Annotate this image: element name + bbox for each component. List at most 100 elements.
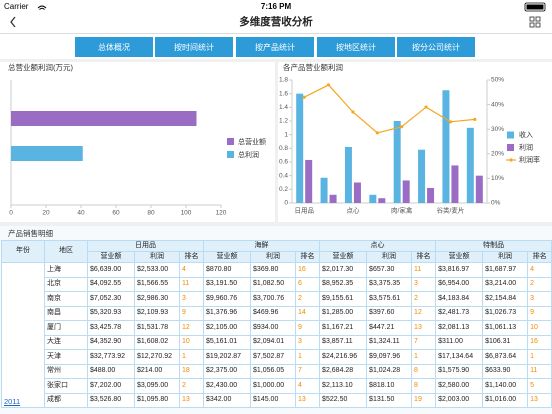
- value-cell: $1,082.50: [250, 276, 297, 292]
- value-cell: $818.10: [366, 378, 413, 394]
- column-header: 利润: [482, 251, 529, 263]
- legend-label: 总营业额: [238, 137, 266, 146]
- value-cell: $1,285.00: [319, 305, 368, 321]
- value-cell: $633.90: [482, 363, 529, 379]
- region-cell: 天津: [44, 349, 88, 365]
- wifi-icon: [37, 5, 47, 10]
- table-row: 2011 上海 $6,639.00 $2,533.00 4 $870.80 $369.80 1…: [1, 262, 552, 408]
- x-tick-label: 100: [181, 210, 192, 217]
- value-cell: $447.21: [366, 320, 413, 336]
- grid-menu[interactable]: [529, 16, 541, 28]
- value-cell: $24,216.96: [319, 349, 368, 365]
- battery: [524, 2, 546, 12]
- value-cell: $2,105.00: [203, 320, 252, 336]
- column-header: 利润: [250, 251, 297, 263]
- bar: [378, 198, 386, 203]
- y2-tick-label: 10%: [491, 175, 504, 182]
- column-header: 排名: [295, 251, 321, 263]
- value-cell: $2,481.73: [435, 305, 484, 321]
- region-cell: 南昌: [44, 305, 88, 321]
- value-cell: $17,134.64: [435, 349, 484, 365]
- rank-cell: 4: [527, 262, 552, 278]
- rank-cell: 13: [527, 392, 552, 408]
- value-cell: $106.31: [482, 334, 529, 350]
- top-area: Carrier 7:16 PM 多维度营收分析 总营业额利润(万元) 各产品营业…: [0, 2, 552, 226]
- value-cell: $1,531.78: [134, 320, 180, 336]
- line-point: [448, 120, 453, 124]
- rank-cell: 7: [411, 334, 437, 350]
- table-row: 张家口 $7,202.00 $3,095.00 2 $2,430.00 $1,000.00…: [2, 378, 552, 394]
- line: [303, 84, 475, 134]
- y2-tick-label: 30%: [491, 126, 504, 133]
- value-cell: $6,954.00: [435, 276, 484, 292]
- x-tick-label: 20: [42, 210, 50, 217]
- rank-cell: 4: [178, 262, 205, 278]
- value-cell: $2,017.30: [319, 262, 368, 278]
- value-cell: $7,202.00: [87, 378, 135, 394]
- value-cell: $1,575.90: [435, 363, 484, 379]
- value-cell: $1,056.05: [250, 363, 297, 379]
- bar: [296, 93, 304, 203]
- value-cell: $2,113.10: [319, 378, 368, 394]
- rank-cell: 1: [295, 349, 321, 365]
- value-cell: $1,061.13: [482, 320, 529, 336]
- chart-title: 总营业额利润(万元): [8, 62, 73, 72]
- tab[interactable]: 总体概况: [75, 37, 153, 57]
- line-point: [375, 131, 379, 135]
- value-cell: $488.00: [87, 363, 135, 379]
- year-link[interactable]: 2011: [4, 396, 21, 406]
- table-row: 厦门 $3,425.78 $1,531.78 12 $2,105.00 $934.00 9 $…: [2, 320, 552, 336]
- battery-level: [526, 4, 544, 10]
- tab[interactable]: 按时间统计: [155, 37, 233, 57]
- rank-cell: 10: [178, 334, 205, 350]
- table-row: 天津 $32,773.92 $12,270.92 1 $19,202.87 $7,502.…: [2, 349, 552, 365]
- rank-cell: 5: [527, 378, 552, 394]
- rank-cell: 3: [178, 291, 205, 307]
- rank-cell: 13: [411, 320, 437, 336]
- value-cell: $5,161.01: [203, 334, 252, 350]
- column-header: 利润: [134, 251, 180, 263]
- table-body: 2011 上海 $6,639.00 $2,533.00 4 $870.80 $369.80 1…: [1, 262, 552, 408]
- legend-swatch: [227, 138, 234, 145]
- tab[interactable]: 按分公司统计: [397, 37, 475, 57]
- tab[interactable]: 按地区统计: [317, 37, 395, 57]
- x-tick-label: 60: [112, 210, 120, 217]
- line-point: [400, 125, 404, 129]
- table-row: 南京 $7,052.30 $2,986.30 3 $9,960.76 $3,700.76 2…: [2, 291, 552, 307]
- bar: [344, 146, 352, 203]
- bar: [418, 149, 426, 203]
- back-button[interactable]: [10, 16, 16, 28]
- bar: [329, 194, 337, 203]
- tab[interactable]: 按产品统计: [236, 37, 314, 57]
- column-header: 营业额: [435, 251, 484, 263]
- y-tick-label: 1.6: [279, 90, 288, 97]
- group-header: 特制品: [435, 240, 552, 252]
- column-header: 排名: [411, 251, 437, 263]
- y-tick-label: 0.6: [279, 159, 288, 166]
- rank-cell: 16: [527, 334, 552, 350]
- value-cell: $6,639.00: [87, 262, 135, 278]
- section-divider: [0, 222, 552, 226]
- table-row: 常州 $488.00 $214.00 18 $2,375.00 $1,056.05 7 $2,…: [2, 363, 552, 379]
- region-cell: 张家口: [44, 378, 88, 394]
- y-tick-label: 0.4: [279, 172, 288, 179]
- sales-table: 年份 地区 日用品 海鲜 点心 特制品 营业额 利润 排名 营业额 利润 排名 营业额 利润 排名 营业额 利润…: [1, 240, 552, 408]
- bar: [320, 177, 328, 203]
- value-cell: $2,684.28: [319, 363, 368, 379]
- value-cell: $1,687.97: [482, 262, 529, 278]
- rank-cell: 1: [527, 349, 552, 365]
- column-header: 营业额: [319, 251, 368, 263]
- y2-tick-label: 0%: [491, 200, 501, 207]
- value-cell: $8,952.35: [319, 276, 368, 292]
- region-cell: 北京: [44, 276, 88, 292]
- table-section: 产品销售明细 年份 地区 日用品 海鲜 点心 特制品 营业额 利润 排名 营业额 利润 排名 营业额 利润…: [0, 226, 552, 414]
- value-cell: $1,324.11: [366, 334, 413, 350]
- rank-cell: 2: [178, 378, 205, 394]
- column-header: 营业额: [203, 251, 252, 263]
- value-cell: $1,000.00: [250, 378, 297, 394]
- value-cell: $4,183.84: [435, 291, 484, 307]
- group-header: 海鲜: [203, 240, 321, 252]
- value-cell: $522.50: [319, 392, 368, 408]
- y2-tick-label: 20%: [491, 151, 504, 158]
